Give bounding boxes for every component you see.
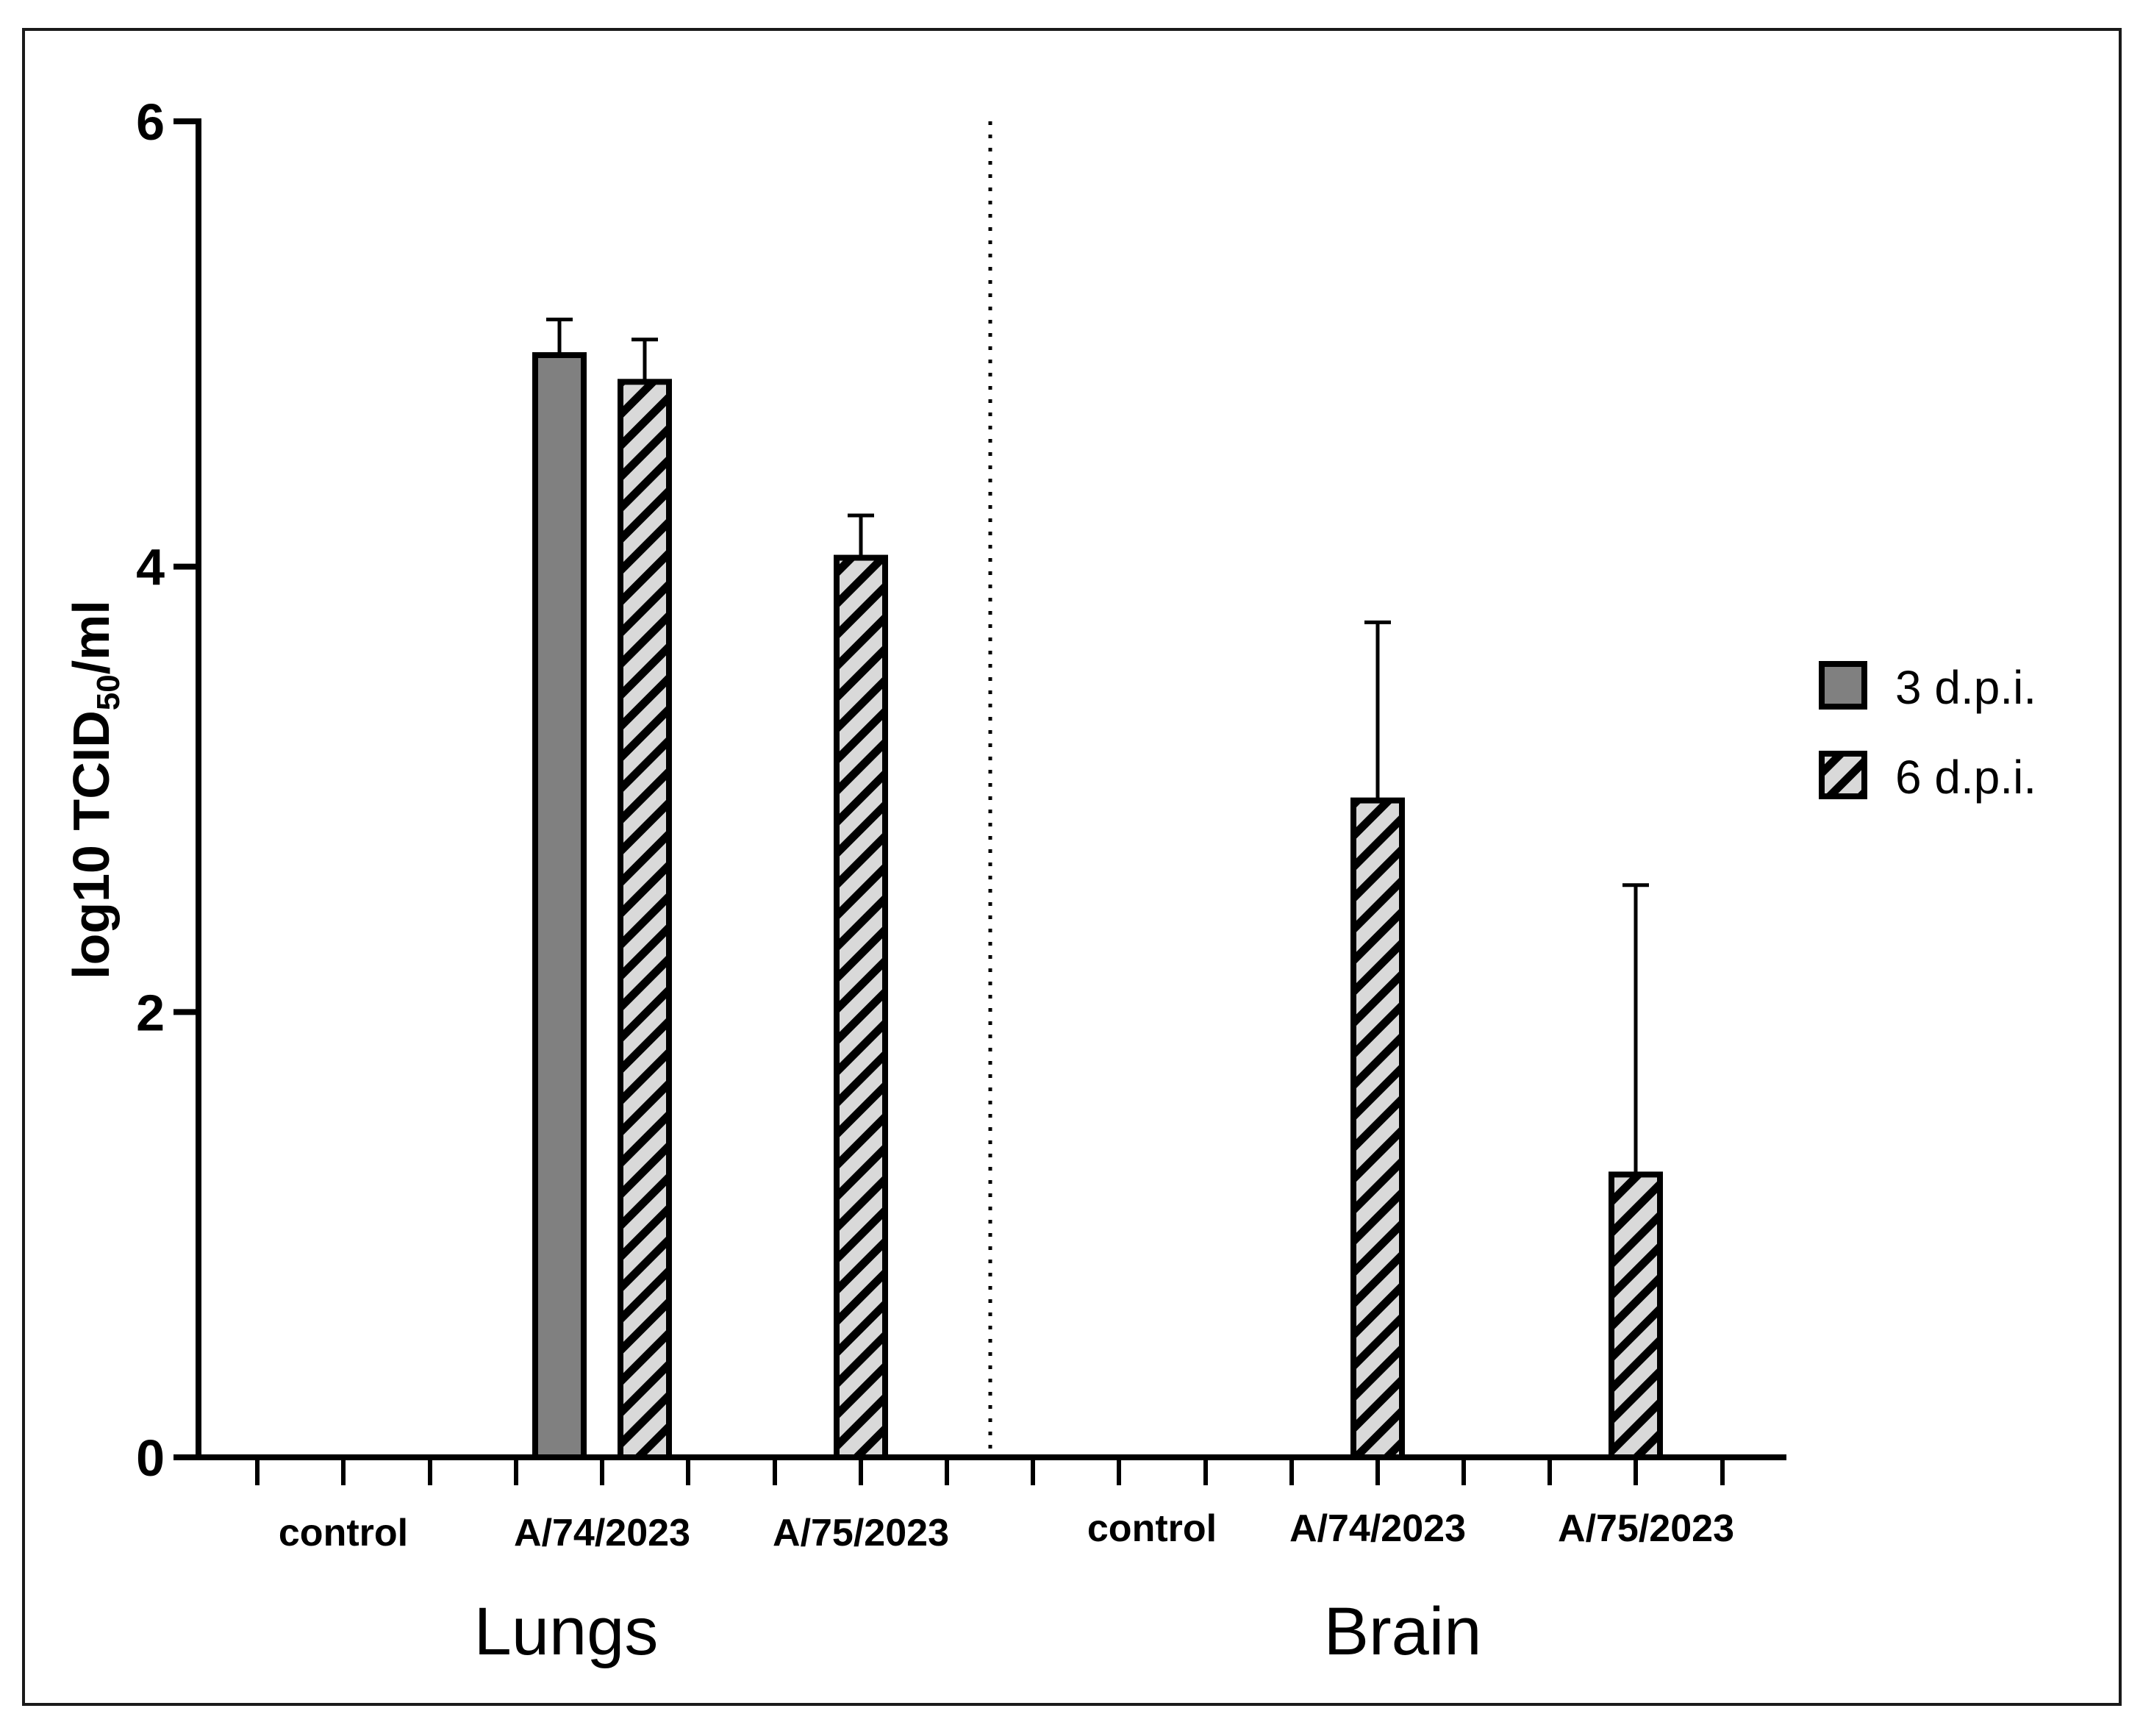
y-tick-label: 0 <box>136 1429 165 1487</box>
legend-label: 3 d.p.i. <box>1895 661 2036 714</box>
legend-swatch <box>1819 751 1867 799</box>
x-category-label: A/74/2023 <box>1289 1507 1466 1550</box>
bar <box>1609 1171 1663 1460</box>
axes-layer <box>173 118 1786 1485</box>
x-group-label: Brain <box>1324 1594 1482 1669</box>
x-group-label: Lungs <box>474 1594 659 1669</box>
figure-frame <box>22 28 2122 1706</box>
x-category-label: A/74/2023 <box>514 1512 690 1554</box>
legend-label: 6 d.p.i. <box>1895 751 2036 804</box>
labels-layer: 0 2 4 6 control A/74/2023 A/75/2023 control A/74… <box>62 93 1734 1669</box>
bar <box>834 554 888 1460</box>
y-tick-label: 2 <box>136 984 165 1041</box>
y-axis-title: log10 TCID50/ml <box>62 600 126 979</box>
x-category-label: control <box>279 1512 408 1554</box>
legend: 3 d.p.i. 6 d.p.i. <box>1819 661 2036 804</box>
x-category-label: A/75/2023 <box>1558 1507 1734 1550</box>
y-tick-label: 6 <box>136 93 165 151</box>
bar <box>532 351 587 1461</box>
bars-layer <box>532 318 1663 1461</box>
x-category-label: control <box>1087 1507 1217 1550</box>
x-category-label: A/75/2023 <box>773 1512 949 1554</box>
bar <box>618 379 672 1461</box>
legend-swatch <box>1819 661 1867 710</box>
bar <box>1350 797 1405 1461</box>
y-tick-label: 4 <box>136 539 165 596</box>
